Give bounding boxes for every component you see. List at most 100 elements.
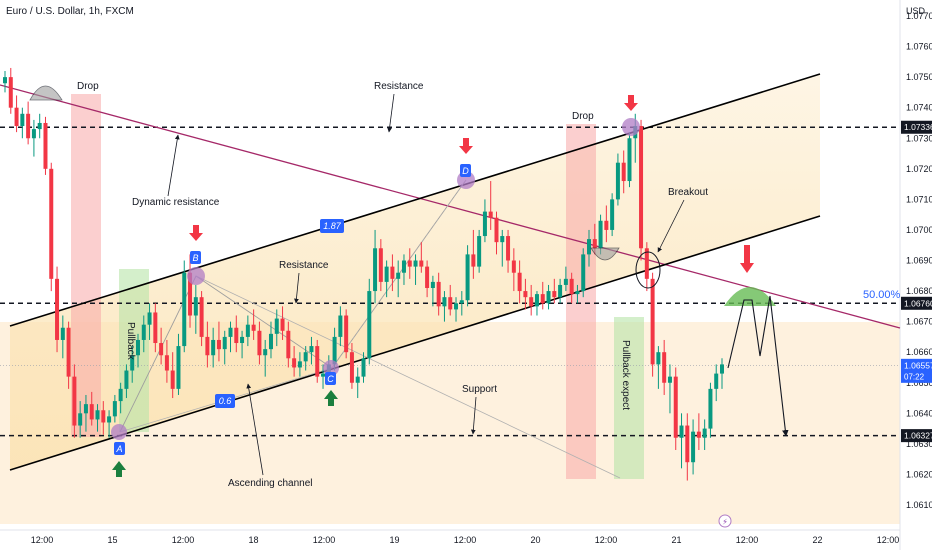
candle[interactable] (95, 404, 100, 432)
candle[interactable] (37, 113, 42, 139)
candle[interactable] (477, 229, 482, 273)
candle[interactable] (228, 321, 233, 353)
candle[interactable] (720, 358, 724, 389)
candle[interactable] (419, 242, 424, 273)
candle[interactable] (696, 413, 701, 450)
candle[interactable] (141, 315, 146, 353)
candle[interactable] (118, 382, 123, 414)
candle[interactable] (708, 382, 713, 438)
candle[interactable] (135, 333, 140, 368)
candle[interactable] (338, 306, 343, 347)
candle[interactable] (662, 339, 667, 395)
channel-lower-line[interactable] (9, 215, 821, 471)
candle[interactable] (471, 229, 476, 279)
candle[interactable] (390, 254, 395, 292)
candle[interactable] (188, 254, 193, 328)
candle[interactable] (280, 306, 285, 340)
candle[interactable] (268, 321, 273, 359)
candle[interactable] (89, 391, 94, 426)
candle[interactable] (529, 284, 534, 316)
candle[interactable] (500, 229, 505, 267)
candle[interactable] (436, 272, 441, 316)
candle[interactable] (482, 199, 487, 243)
candle[interactable] (685, 413, 690, 481)
candle[interactable] (552, 278, 557, 304)
candle[interactable] (355, 367, 360, 399)
candle[interactable] (378, 239, 383, 292)
candle[interactable] (176, 333, 181, 395)
candle[interactable] (170, 352, 175, 399)
candle[interactable] (124, 364, 129, 399)
candle[interactable] (534, 291, 539, 316)
candle[interactable] (673, 367, 678, 450)
candle[interactable] (60, 315, 65, 359)
candle[interactable] (193, 284, 198, 334)
candle[interactable] (8, 67, 13, 114)
candle[interactable] (159, 327, 164, 365)
candle[interactable] (413, 254, 418, 285)
candle[interactable] (315, 339, 320, 383)
candle[interactable] (465, 245, 470, 307)
candle[interactable] (107, 410, 112, 438)
candle[interactable] (257, 321, 262, 365)
candle[interactable] (292, 346, 297, 377)
candle[interactable] (216, 321, 221, 362)
price-axis[interactable]: USD1.077001.076001.075001.074001.073001.… (899, 0, 932, 550)
candle[interactable] (66, 321, 71, 389)
candle[interactable] (245, 315, 250, 347)
candle[interactable] (240, 330, 245, 359)
candle[interactable] (639, 119, 644, 261)
candle[interactable] (546, 284, 551, 310)
candle[interactable] (702, 419, 707, 450)
candle[interactable] (286, 321, 291, 368)
candle[interactable] (656, 346, 661, 389)
candle[interactable] (20, 107, 25, 139)
candle[interactable] (384, 260, 389, 298)
candle[interactable] (644, 242, 649, 292)
candle[interactable] (373, 229, 378, 304)
candle[interactable] (511, 248, 516, 292)
candle[interactable] (14, 95, 19, 133)
candle[interactable] (153, 303, 158, 353)
candle[interactable] (130, 346, 135, 383)
candle[interactable] (517, 260, 522, 304)
candle[interactable] (55, 266, 60, 353)
candle[interactable] (72, 364, 77, 438)
candle[interactable] (49, 162, 54, 292)
candle[interactable] (667, 364, 672, 414)
candle[interactable] (349, 343, 354, 389)
candle[interactable] (251, 309, 256, 340)
time-axis[interactable]: 12:00 15 12:00 18 12:00 19 12:00 20 12:00 21 12:00… (0, 529, 900, 545)
candle[interactable] (26, 101, 31, 145)
candle[interactable] (581, 248, 586, 298)
candle[interactable] (540, 281, 545, 310)
candle[interactable] (309, 336, 314, 365)
candle[interactable] (610, 193, 615, 237)
candle[interactable] (234, 315, 239, 353)
candle[interactable] (454, 297, 459, 322)
candle[interactable] (78, 401, 83, 438)
candle[interactable] (558, 278, 563, 304)
candle[interactable] (488, 181, 493, 230)
candle[interactable] (615, 153, 620, 206)
candle[interactable] (407, 248, 412, 279)
channel-upper-line[interactable] (9, 73, 821, 327)
candle[interactable] (506, 229, 511, 273)
candle[interactable] (448, 284, 453, 316)
candle[interactable] (679, 413, 684, 469)
candle[interactable] (147, 303, 152, 340)
candles[interactable] (3, 67, 724, 481)
candle[interactable] (563, 266, 568, 292)
candle[interactable] (396, 260, 401, 298)
candle[interactable] (83, 394, 88, 432)
event-flash-icon[interactable]: ⚡ (718, 514, 732, 528)
candle[interactable] (442, 291, 447, 322)
candle[interactable] (575, 284, 580, 304)
candle[interactable] (182, 260, 187, 353)
candle[interactable] (205, 321, 210, 368)
candle[interactable] (361, 352, 366, 383)
candle[interactable] (303, 346, 308, 371)
candle[interactable] (263, 339, 268, 377)
candle[interactable] (222, 330, 227, 365)
